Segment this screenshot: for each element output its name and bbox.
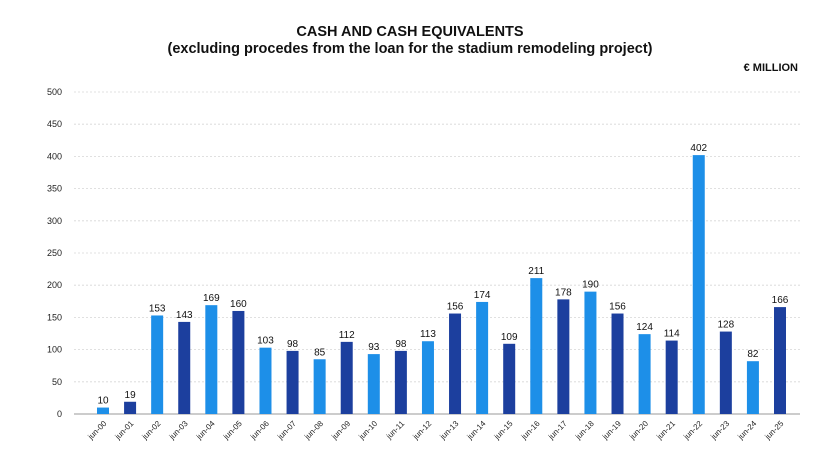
x-tick-label: jun-07 <box>275 419 298 442</box>
x-tick-label: jun-15 <box>492 419 515 442</box>
y-tick-label: 100 <box>47 345 62 355</box>
x-tick-label: jun-14 <box>465 419 488 442</box>
y-tick-label: 200 <box>47 280 62 290</box>
y-tick-label: 300 <box>47 216 62 226</box>
data-label: 128 <box>717 320 734 331</box>
x-tick-label: jun-02 <box>140 419 163 442</box>
data-label: 402 <box>690 143 707 154</box>
x-tick-label: jun-19 <box>600 419 623 442</box>
x-tick-label: jun-25 <box>763 419 786 442</box>
x-tick-label: jun-05 <box>221 419 244 442</box>
bar <box>178 321 191 414</box>
bar <box>503 343 516 414</box>
y-tick-label: 500 <box>47 87 62 97</box>
bar <box>367 354 380 414</box>
bar <box>692 155 705 414</box>
bar <box>151 315 164 414</box>
data-label: 112 <box>339 330 355 341</box>
x-tick-label: jun-13 <box>438 419 461 442</box>
bar <box>449 313 462 414</box>
x-tick-label: jun-08 <box>302 419 325 442</box>
data-label: 19 <box>125 390 137 401</box>
data-label: 98 <box>395 339 407 350</box>
data-label: 169 <box>203 293 220 304</box>
x-tick-label: jun-11 <box>384 419 407 442</box>
x-tick-label: jun-04 <box>194 419 217 442</box>
x-tick-label: jun-17 <box>546 419 569 442</box>
data-label: 174 <box>474 290 491 301</box>
y-tick-label: 150 <box>47 312 62 322</box>
data-label: 109 <box>501 332 518 343</box>
data-label: 113 <box>420 329 436 340</box>
x-tick-label: jun-20 <box>627 419 650 442</box>
data-label: 85 <box>314 347 326 358</box>
data-label: 211 <box>528 266 544 277</box>
data-label: 153 <box>149 303 166 314</box>
y-tick-label: 400 <box>47 151 62 161</box>
unit-label: € MILLION <box>743 62 798 74</box>
data-label: 124 <box>636 322 653 333</box>
bar <box>476 301 489 414</box>
bar <box>313 359 326 414</box>
bar <box>584 291 597 414</box>
bar <box>205 305 218 414</box>
bar <box>557 299 570 414</box>
bar <box>746 361 759 414</box>
x-tick-label: jun-12 <box>411 419 434 442</box>
bar <box>97 407 109 414</box>
x-tick-label: jun-01 <box>113 419 136 442</box>
x-tick-label: jun-21 <box>654 419 677 442</box>
bar <box>774 307 786 414</box>
data-label: 82 <box>747 349 759 360</box>
x-tick-label: jun-00 <box>86 419 109 442</box>
bar <box>611 313 624 414</box>
bar <box>286 350 299 414</box>
bar <box>530 278 543 414</box>
data-label: 190 <box>582 280 599 291</box>
data-label: 114 <box>664 329 680 340</box>
bar <box>421 341 434 414</box>
data-label: 93 <box>368 342 380 353</box>
x-tick-label: jun-06 <box>248 419 271 442</box>
y-tick-label: 450 <box>47 119 62 129</box>
data-label: 143 <box>176 310 193 321</box>
x-tick-label: jun-10 <box>356 419 379 442</box>
x-tick-label: jun-03 <box>167 419 190 442</box>
y-tick-label: 350 <box>47 184 62 194</box>
data-label: 103 <box>257 336 274 347</box>
x-tick-label: jun-24 <box>736 419 759 442</box>
y-tick-label: 0 <box>57 409 62 419</box>
data-label: 10 <box>97 396 109 407</box>
y-tick-label: 50 <box>52 377 62 387</box>
bar <box>259 347 272 414</box>
data-label: 166 <box>772 295 789 306</box>
bar <box>232 310 245 414</box>
bar <box>719 331 732 414</box>
data-label: 156 <box>609 302 626 313</box>
data-label: 156 <box>447 302 464 313</box>
bar <box>394 350 407 414</box>
data-label: 160 <box>230 299 247 310</box>
bar <box>665 340 678 414</box>
chart-subtitle: (excluding procedes from the loan for th… <box>167 41 653 57</box>
bar <box>124 401 137 414</box>
x-tick-label: jun-09 <box>329 419 352 442</box>
x-tick-label: jun-16 <box>519 419 542 442</box>
x-tick-label: jun-22 <box>681 419 704 442</box>
bar <box>638 334 651 414</box>
y-tick-label: 250 <box>47 248 62 258</box>
bar <box>340 341 353 414</box>
chart-title: CASH AND CASH EQUIVALENTS <box>296 24 524 40</box>
data-label: 98 <box>287 339 299 350</box>
x-tick-label: jun-23 <box>708 419 731 442</box>
x-tick-label: jun-18 <box>573 419 596 442</box>
data-label: 178 <box>555 287 572 298</box>
